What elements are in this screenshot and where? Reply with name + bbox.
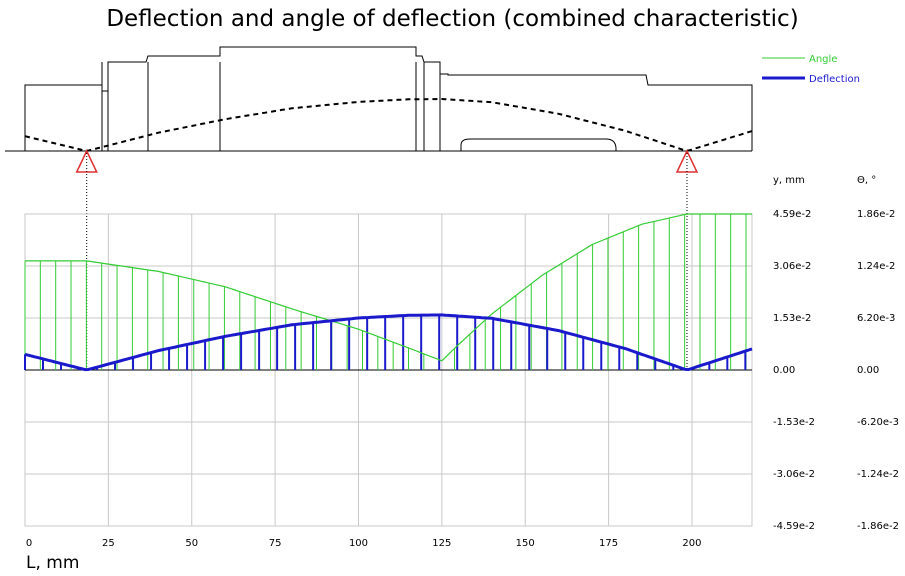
y-left-tick-label: 1.53e-2 [773,313,811,324]
y-right-tick-label: 1.86e-2 [857,209,895,220]
shaft-sketch [5,46,753,370]
angle-series-line [25,213,752,362]
y-left-tick-label: 0.00 [773,365,795,376]
x-tick-label: 150 [516,538,535,549]
plot-grid [24,213,753,527]
deflection-series-line [24,313,753,372]
x-tick-label: 100 [349,538,368,549]
shaft-outline [24,46,753,151]
legend-label: Angle [809,54,837,65]
y-left-tick-label: -1.53e-2 [773,417,815,428]
y-left-tick-label: -3.06e-2 [773,469,815,480]
x-tick-label: 200 [682,538,701,549]
y-right-axis-label: Θ, ° [857,175,876,186]
y-right-tick-label: 0.00 [857,365,879,376]
legend [762,57,805,80]
deflection-hatching [24,314,747,370]
deflected-shape-curve [24,98,753,152]
x-tick-label: 175 [599,538,618,549]
legend-label: Deflection [809,74,860,85]
y-right-tick-label: 6.20e-3 [857,313,895,324]
y-left-tick-label: 4.59e-2 [773,209,811,220]
y-left-tick-label: -4.59e-2 [773,521,815,532]
angle-hatching [24,214,747,370]
shaft-keyway [460,138,617,151]
y-right-tick-label: 1.24e-2 [857,261,895,272]
y-left-axis-label: y, mm [773,175,805,186]
x-tick-label: 0 [26,538,32,549]
chart-title: Deflection and angle of deflection (comb… [106,6,799,32]
x-tick-label: 50 [185,538,198,549]
y-right-tick-label: -1.24e-2 [857,469,899,480]
x-tick-label: 25 [102,538,115,549]
x-tick-label: 125 [432,538,451,549]
x-axis-label: L, mm [26,553,79,573]
y-left-tick-label: 3.06e-2 [773,261,811,272]
y-right-tick-label: -6.20e-3 [857,417,899,428]
y-right-tick-label: -1.86e-2 [857,521,899,532]
x-tick-label: 75 [269,538,282,549]
